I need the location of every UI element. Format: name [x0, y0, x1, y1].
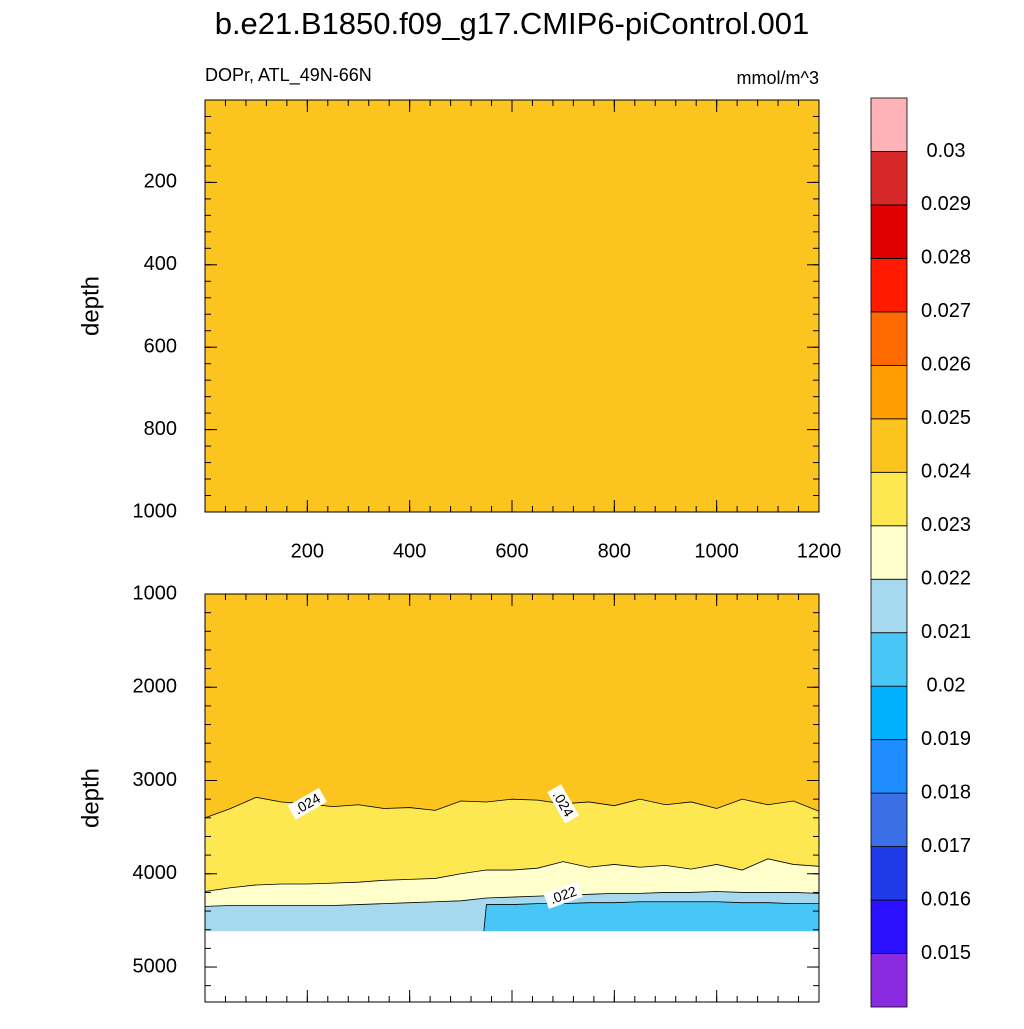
y-tick-label: 3000 [133, 769, 178, 791]
y-tick-label: 2000 [133, 676, 178, 698]
colorbar-label: 0.029 [921, 193, 971, 215]
contour-line [204, 858, 820, 892]
x-tick-label: 1000 [694, 540, 739, 562]
colorbar-box [870, 685, 908, 741]
colorbar-label: 0.024 [921, 461, 971, 483]
chart-title: b.e21.B1850.f09_g17.CMIP6-piControl.001 [215, 6, 810, 41]
contour-label-bg [543, 881, 583, 909]
colorbar-label: 0.027 [921, 300, 971, 322]
colorbar-box [870, 578, 908, 634]
colorbar-label: 0.025 [921, 407, 971, 429]
x-tick-label: 800 [598, 540, 631, 562]
subtitle-right: mmol/m^3 [737, 68, 819, 88]
colorbar-label: 0.017 [921, 835, 971, 857]
contour-label-bg [547, 784, 580, 824]
y-axis-label: depth [77, 768, 104, 828]
panel-fill [205, 100, 819, 512]
contour-label-bg [287, 787, 327, 820]
x-tick-label: 400 [393, 540, 426, 562]
colorbar-box [870, 632, 908, 687]
colorbar-label: 0.026 [921, 354, 971, 376]
colorbar-label: 0.028 [921, 247, 971, 269]
colorbar-label: 0.021 [921, 621, 971, 643]
colorbar-box [870, 364, 908, 420]
y-tick-label: 600 [144, 335, 177, 357]
y-tick-label: 400 [144, 253, 177, 275]
x-tick-label: 1200 [797, 540, 842, 562]
x-tick-label: 600 [495, 540, 528, 562]
contour-line [204, 891, 820, 907]
colorbar-box [870, 418, 908, 473]
colorbar-label: 0.03 [927, 140, 966, 162]
panel: 200 400 600 800 1000 200 400 600 800 1000 1200 dept… [77, 99, 842, 562]
colorbar-label: 0.023 [921, 514, 971, 536]
y-tick-label: 200 [144, 171, 177, 193]
colorbar-box [870, 792, 908, 847]
colorbar-label: 0.019 [921, 728, 971, 750]
colorbar-label: 0.022 [921, 568, 971, 590]
colorbar-label: 0.016 [921, 888, 971, 910]
colorbar-label: 0.018 [921, 781, 971, 803]
colorbar-box [870, 846, 908, 901]
y-tick-label: 800 [144, 418, 177, 440]
subtitle-left: DOPr, ATL_49N-66N [205, 65, 372, 86]
y-tick-label: 1000 [133, 500, 178, 522]
contour-line [483, 901, 819, 932]
y-tick-label: 4000 [133, 862, 178, 884]
colorbar-box [870, 471, 908, 527]
colorbar-label: 0.02 [927, 674, 966, 696]
colorbar-box [870, 258, 908, 313]
colorbar-box [870, 97, 908, 152]
colorbar-box [870, 953, 908, 1008]
y-axis-label: depth [77, 276, 104, 336]
x-tick-label: 200 [291, 540, 324, 562]
contour-fill [483, 901, 819, 932]
colorbar-box [870, 525, 908, 580]
colorbar-box [870, 311, 908, 366]
colorbar-box [870, 899, 908, 954]
colorbar-box [870, 204, 908, 259]
colorbar-box [870, 151, 908, 206]
y-tick-label: 5000 [133, 955, 178, 977]
y-tick-label: 1000 [133, 582, 178, 604]
colorbar-box [870, 739, 908, 794]
colorbar-label: 0.015 [921, 942, 971, 964]
